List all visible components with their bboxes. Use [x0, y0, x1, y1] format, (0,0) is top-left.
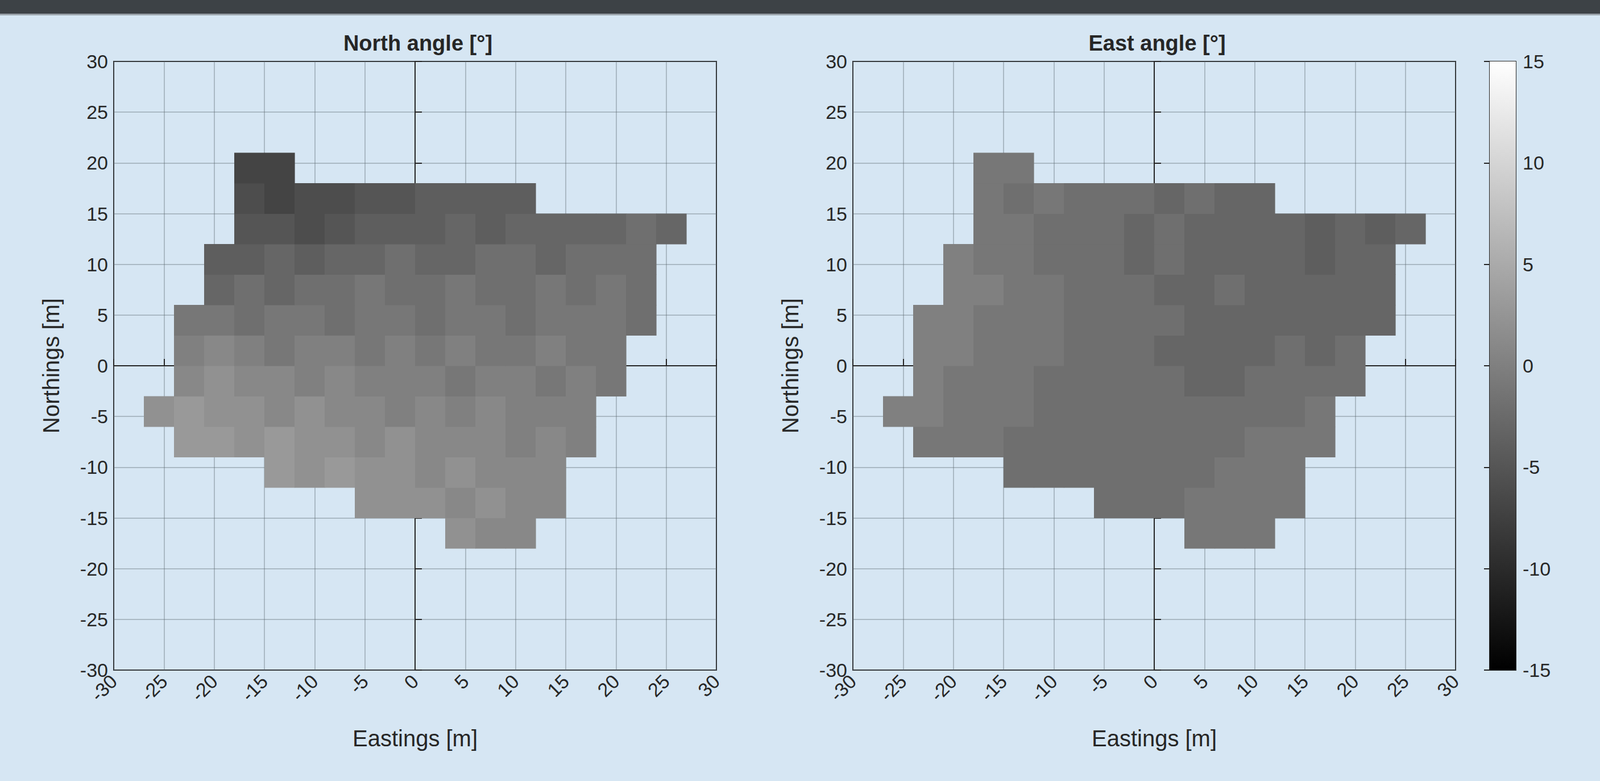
svg-text:20: 20 — [1332, 670, 1363, 702]
svg-text:-15: -15 — [819, 507, 848, 529]
svg-text:0: 0 — [1138, 670, 1162, 694]
svg-text:-25: -25 — [875, 670, 911, 706]
svg-text:-5: -5 — [1522, 456, 1540, 478]
svg-text:North angle [°]: North angle [°] — [343, 31, 493, 56]
svg-text:-25: -25 — [136, 670, 172, 706]
svg-text:-10: -10 — [80, 456, 109, 478]
svg-text:30: 30 — [693, 670, 725, 702]
svg-text:20: 20 — [593, 670, 624, 702]
svg-text:0: 0 — [1522, 354, 1534, 377]
svg-text:25: 25 — [86, 101, 109, 123]
svg-text:15: 15 — [825, 202, 848, 225]
svg-text:-10: -10 — [1026, 670, 1062, 706]
svg-text:25: 25 — [1382, 670, 1413, 702]
svg-text:Northings [m]: Northings [m] — [38, 297, 64, 434]
svg-text:-15: -15 — [976, 670, 1012, 706]
svg-text:-30: -30 — [80, 658, 109, 681]
svg-text:Eastings [m]: Eastings [m] — [352, 725, 478, 751]
svg-text:-15: -15 — [237, 670, 273, 706]
svg-text:10: 10 — [492, 670, 524, 702]
svg-text:25: 25 — [825, 101, 848, 123]
svg-text:30: 30 — [86, 50, 109, 73]
svg-text:20: 20 — [86, 151, 109, 174]
svg-text:Eastings [m]: Eastings [m] — [1091, 725, 1217, 751]
svg-text:-20: -20 — [80, 557, 109, 580]
svg-text:-10: -10 — [1522, 557, 1551, 580]
svg-text:10: 10 — [1522, 151, 1545, 174]
svg-text:15: 15 — [1522, 50, 1545, 73]
svg-text:20: 20 — [825, 151, 848, 174]
svg-text:-30: -30 — [825, 670, 861, 706]
svg-text:25: 25 — [643, 670, 674, 702]
svg-text:-20: -20 — [186, 670, 222, 706]
svg-text:15: 15 — [1282, 670, 1313, 702]
svg-text:Northings [m]: Northings [m] — [777, 297, 803, 434]
svg-text:5: 5 — [1189, 670, 1213, 694]
svg-text:0: 0 — [836, 354, 848, 377]
svg-text:0: 0 — [97, 354, 109, 377]
svg-text:-10: -10 — [819, 456, 848, 478]
svg-text:-25: -25 — [819, 608, 848, 630]
svg-text:5: 5 — [450, 670, 474, 694]
svg-text:-5: -5 — [830, 405, 848, 428]
svg-text:-10: -10 — [287, 670, 323, 706]
svg-text:10: 10 — [86, 253, 109, 276]
svg-text:-5: -5 — [345, 670, 373, 698]
svg-text:5: 5 — [1522, 253, 1534, 276]
svg-text:5: 5 — [97, 304, 109, 326]
svg-text:-25: -25 — [80, 608, 109, 630]
svg-text:10: 10 — [825, 253, 848, 276]
svg-text:-15: -15 — [1522, 658, 1551, 681]
svg-text:-20: -20 — [819, 557, 848, 580]
svg-text:15: 15 — [86, 202, 109, 225]
svg-text:30: 30 — [825, 50, 848, 73]
svg-text:0: 0 — [399, 670, 423, 694]
svg-text:East angle [°]: East angle [°] — [1088, 31, 1226, 56]
svg-text:-5: -5 — [90, 405, 109, 428]
svg-text:-5: -5 — [1084, 670, 1112, 698]
svg-text:-30: -30 — [819, 658, 848, 681]
svg-text:30: 30 — [1432, 670, 1464, 702]
svg-text:10: 10 — [1231, 670, 1263, 702]
svg-text:-30: -30 — [86, 670, 122, 706]
svg-text:15: 15 — [542, 670, 574, 702]
svg-text:-15: -15 — [80, 507, 109, 529]
svg-text:-20: -20 — [925, 670, 961, 706]
svg-text:5: 5 — [836, 304, 848, 326]
